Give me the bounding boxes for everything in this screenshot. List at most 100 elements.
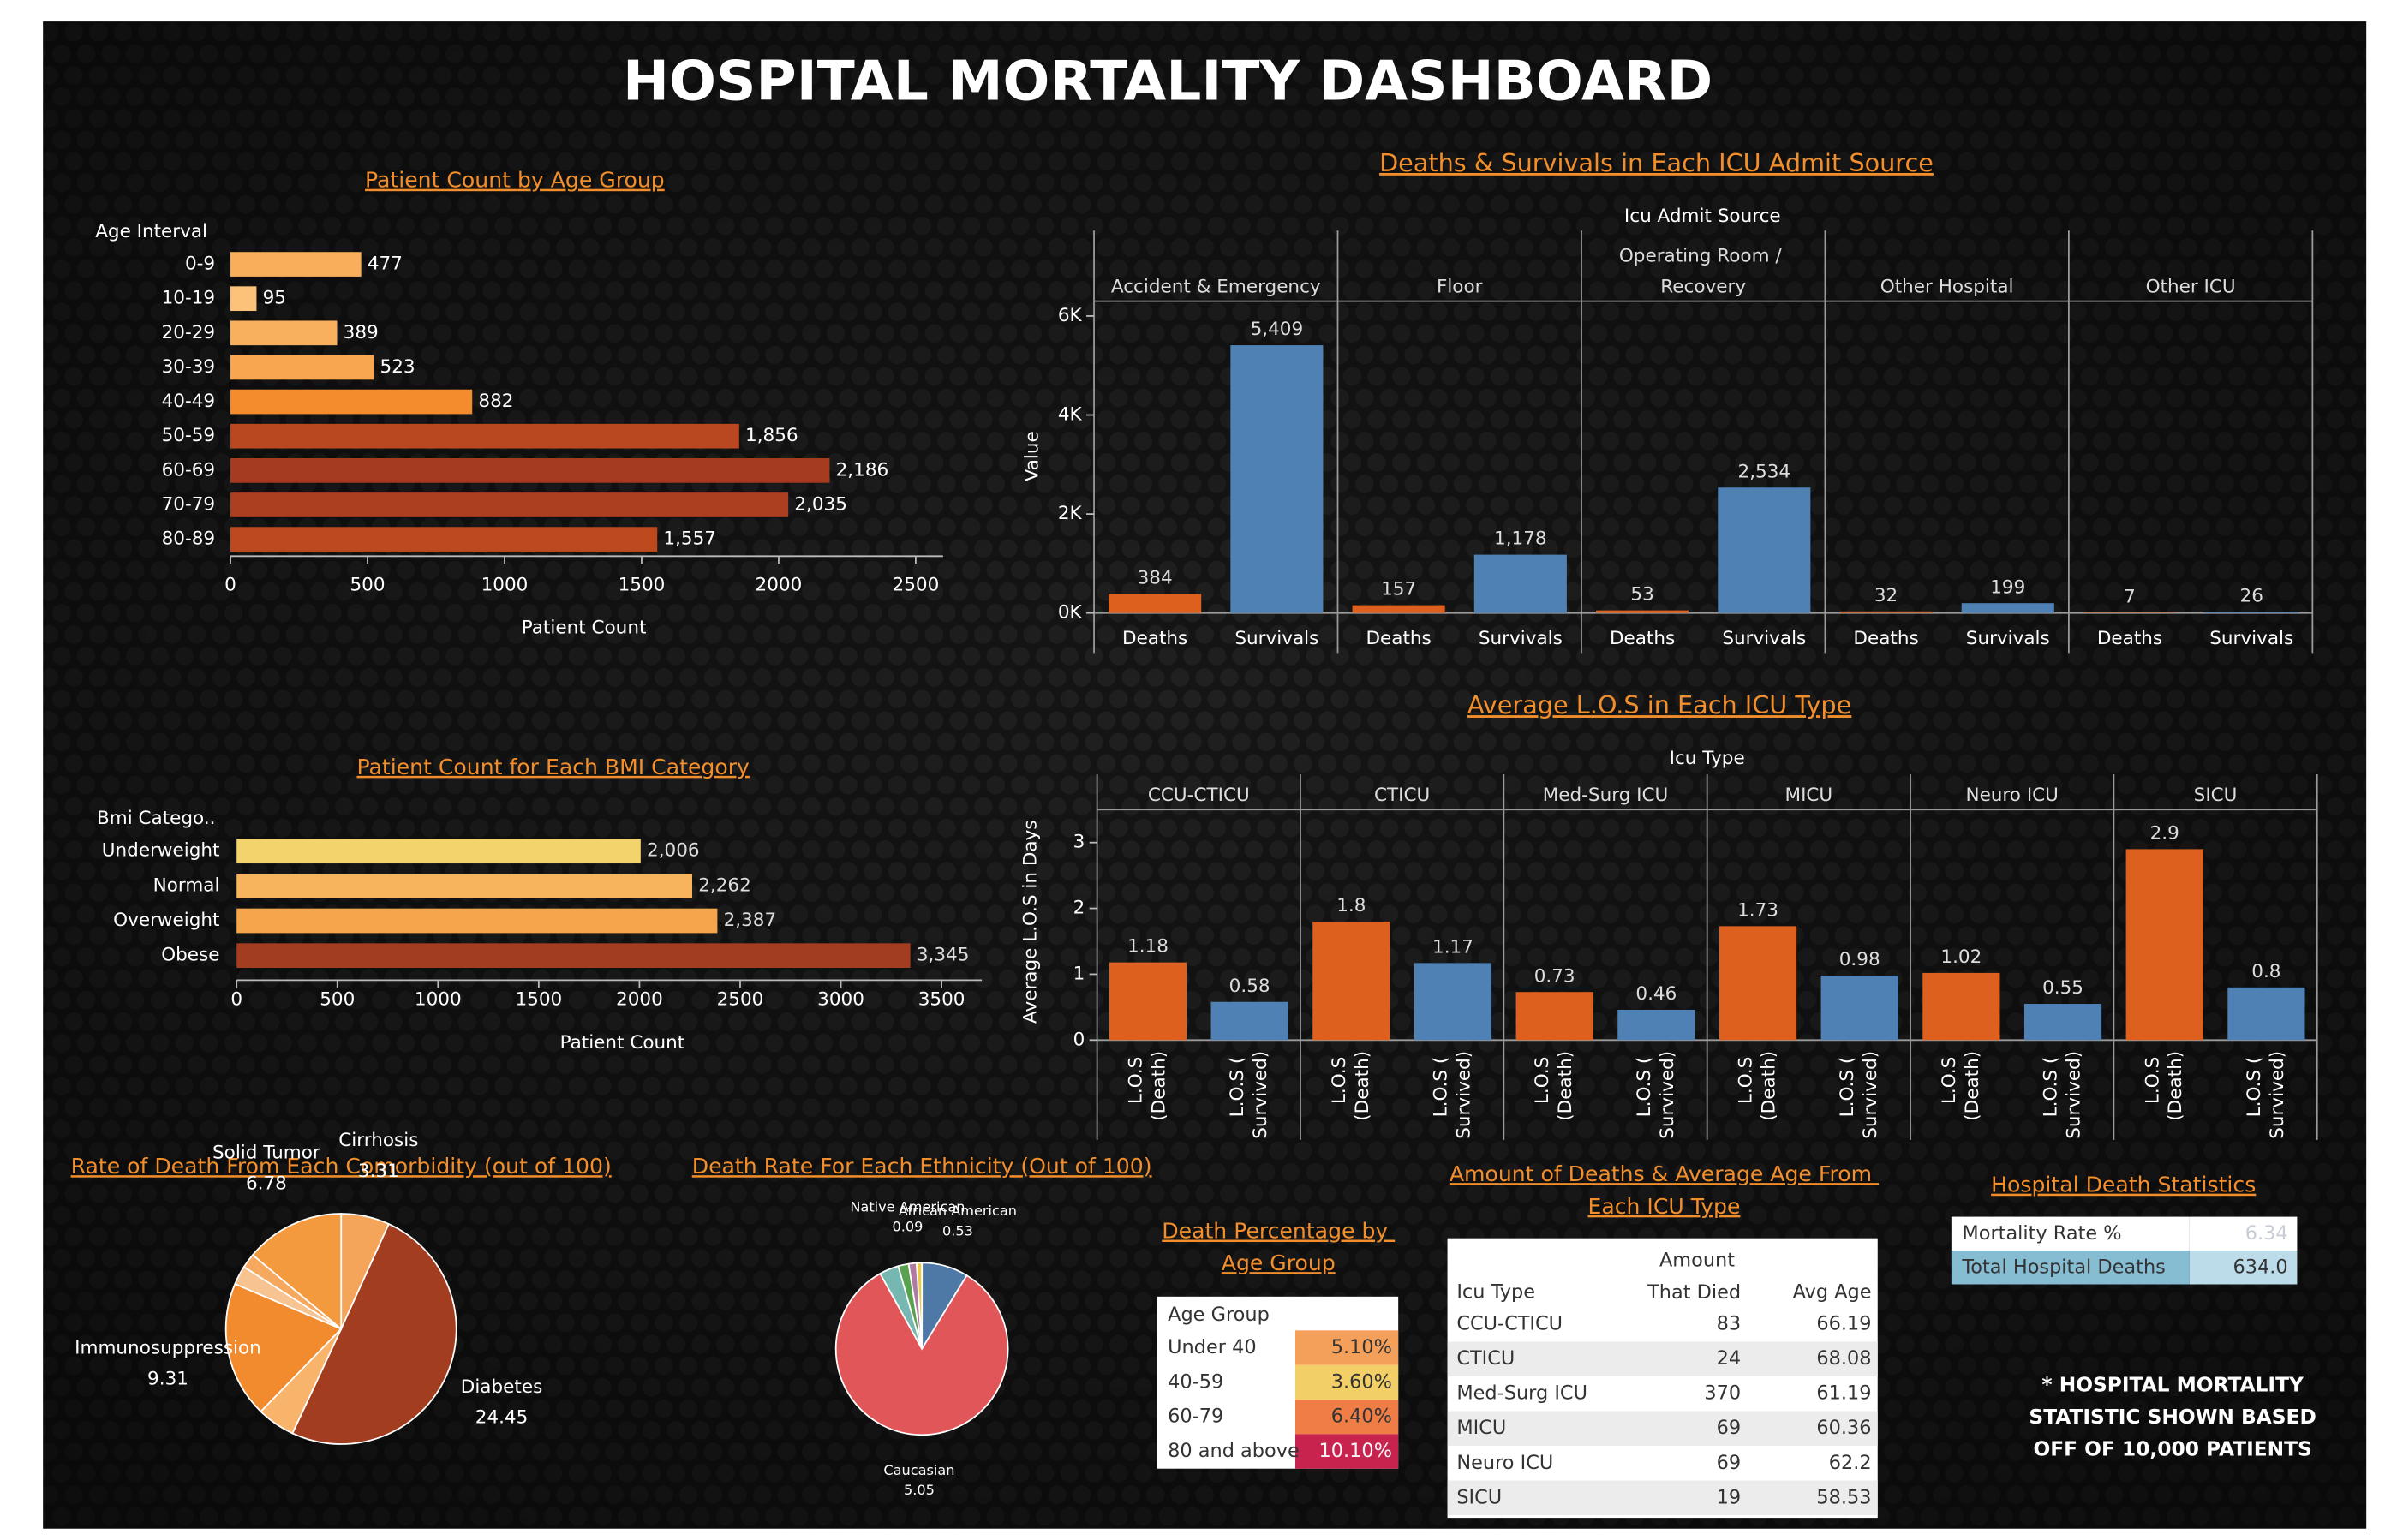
bar: [2023, 1004, 2102, 1041]
facet-label: Accident & Emergency: [1111, 276, 1321, 297]
stat-value-cell: [2189, 1216, 2298, 1251]
x-tick-label: 2500: [717, 989, 764, 1011]
cell-text: Neuro ICU: [1456, 1452, 1553, 1474]
bar: [230, 355, 374, 380]
y-tick-label: 0: [1073, 1029, 1085, 1050]
slice-label: Cirrhosis: [338, 1130, 418, 1151]
row-shade: [1447, 1341, 1878, 1376]
cell-text: Med-Surg ICU: [1456, 1382, 1587, 1405]
facet-label: MICU: [1785, 785, 1833, 806]
value-label: 1.17: [1432, 936, 1473, 958]
slice-label: Immunosuppression: [75, 1337, 261, 1358]
value-label: 1.73: [1737, 899, 1778, 921]
category-label: 10-19: [162, 288, 216, 309]
value-label: 2,534: [1738, 461, 1791, 482]
bar: [230, 457, 830, 483]
cell-text: 69: [1717, 1452, 1742, 1474]
category-label: 30-39: [162, 356, 216, 378]
category-label: L.O.S (Death): [1126, 1051, 1170, 1121]
slice-label: Diabetes: [461, 1376, 543, 1398]
x-tick-label: 1500: [619, 574, 666, 595]
category-label: L.O.S ( Survived): [1634, 1051, 1678, 1139]
x-tick-label: 0: [230, 989, 242, 1011]
category-label: L.O.S (Death): [1736, 1051, 1780, 1121]
table-title: Death Percentage by Age Group: [1162, 1219, 1395, 1276]
cell-text: 68.08: [1816, 1347, 1871, 1370]
x-tick-label: 2000: [756, 574, 803, 595]
facet-label: SICU: [2194, 785, 2238, 806]
value-label: 0.58: [1229, 976, 1270, 997]
chart-title: Deaths & Survivals in Each ICU Admit Sou…: [1379, 148, 1934, 177]
slice-value: 0.53: [942, 1223, 973, 1239]
bar: [2125, 849, 2203, 1041]
stat-value: 6.34: [2245, 1222, 2288, 1245]
x-tick-label: 2500: [893, 574, 940, 595]
dashboard-title: HOSPITAL MORTALITY DASHBOARD: [623, 49, 1713, 113]
value-label: 2,387: [724, 910, 777, 931]
column-header: Avg Age: [1793, 1281, 1872, 1304]
value-label: 1,557: [663, 528, 716, 550]
facet-label: CCU-CTICU: [1148, 785, 1250, 806]
slice-label: Caucasian: [883, 1462, 954, 1478]
category-label: Survivals: [1234, 628, 1318, 649]
value-label: 53: [1630, 584, 1653, 606]
cell-text: SICU: [1456, 1486, 1502, 1508]
bar: [1312, 921, 1390, 1041]
category-label: 40-49: [162, 391, 216, 412]
slice-value: 3.31: [358, 1161, 399, 1182]
stat-value: 634.0: [2233, 1256, 2287, 1278]
bar: [1718, 487, 1811, 613]
y-tick-label: 6K: [1058, 305, 1083, 326]
bar: [1820, 975, 1898, 1041]
cell-text: CCU-CTICU: [1456, 1313, 1563, 1335]
value-label: 0.55: [2042, 977, 2083, 999]
bar: [2227, 987, 2305, 1041]
bar: [1109, 962, 1187, 1041]
cell-text: 60.36: [1816, 1417, 1871, 1439]
value-label: 2,262: [698, 874, 751, 896]
bar: [230, 252, 362, 277]
row-shade: [1447, 1411, 1878, 1447]
category-label: Deaths: [1853, 628, 1918, 649]
footnote: * HOSPITAL MORTALITY: [2041, 1373, 2304, 1396]
heat-cell: [1294, 1364, 1399, 1400]
category-label: L.O.S ( Survived): [1227, 1051, 1271, 1139]
stat-value-cell: [2189, 1251, 2298, 1285]
facet-label: Operating Room / Recovery: [1619, 246, 1788, 298]
bar: [1210, 1001, 1288, 1041]
facet-header: Icu Type: [1670, 748, 1745, 769]
category-label: Obese: [161, 945, 219, 966]
cell-text: MICU: [1456, 1417, 1506, 1439]
category-label: 80-89: [162, 528, 216, 550]
bar: [236, 839, 641, 864]
cell-value: 6.40%: [1331, 1406, 1392, 1428]
cell-value: 5.10%: [1331, 1336, 1392, 1358]
bar: [1352, 605, 1445, 613]
category-label: Deaths: [1366, 628, 1431, 649]
cell-value: 10.10%: [1319, 1440, 1392, 1462]
value-label: 1,178: [1494, 528, 1547, 550]
cell-text: 66.19: [1816, 1313, 1871, 1335]
slice-label: African American: [899, 1203, 1017, 1219]
category-label: Deaths: [2097, 628, 2162, 649]
pie-slice: [224, 1282, 343, 1413]
x-tick-label: 500: [320, 989, 355, 1011]
facet-header: Icu Admit Source: [1624, 206, 1781, 227]
row-label: 40-59: [1168, 1370, 1223, 1393]
x-tick-label: 3000: [817, 989, 864, 1011]
x-tick-label: 1000: [481, 574, 529, 595]
value-label: 3,345: [917, 945, 970, 966]
y-tick-label: 0K: [1058, 602, 1083, 624]
category-label: 70-79: [162, 493, 216, 515]
x-tick-label: 500: [350, 574, 385, 595]
value-label: 2,186: [836, 459, 889, 481]
value-label: 1.02: [1940, 946, 1982, 968]
value-label: 523: [380, 356, 415, 378]
facet-label: Neuro ICU: [1965, 785, 2058, 806]
bar: [236, 943, 911, 969]
bar: [1839, 611, 1933, 613]
heat-cell: [1294, 1400, 1399, 1435]
footnote: OFF OF 10,000 PATIENTS: [2033, 1438, 2311, 1461]
slice-value: 6.78: [246, 1173, 287, 1195]
column-header: Amount That Died: [1647, 1249, 1741, 1304]
